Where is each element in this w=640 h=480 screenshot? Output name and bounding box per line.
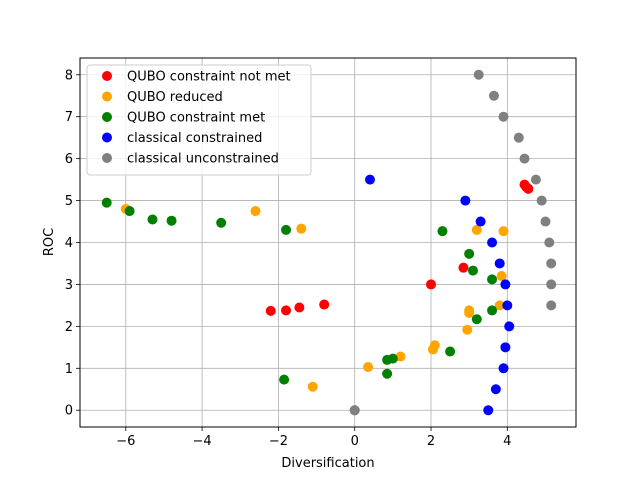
data-point xyxy=(519,153,530,164)
legend-marker xyxy=(102,71,112,81)
data-point xyxy=(487,274,498,285)
data-point xyxy=(471,224,482,235)
data-point xyxy=(460,195,471,206)
data-point xyxy=(494,300,505,311)
legend-marker xyxy=(102,91,112,102)
data-point xyxy=(281,305,292,316)
data-point xyxy=(498,111,509,122)
data-point xyxy=(490,384,501,395)
data-point xyxy=(458,262,469,273)
data-point xyxy=(265,305,276,316)
x-tick-label: −4 xyxy=(193,434,212,449)
legend-marker xyxy=(102,132,112,143)
data-point xyxy=(536,195,547,206)
data-point xyxy=(487,237,498,248)
data-point xyxy=(464,307,475,318)
data-point xyxy=(546,300,557,311)
data-point xyxy=(319,299,330,310)
legend-label: QUBO constraint met xyxy=(127,111,265,126)
legend-marker xyxy=(102,153,112,163)
legend: QUBO constraint not met QUBO reduced QUBO … xyxy=(86,64,312,176)
data-point xyxy=(382,354,393,365)
y-tick-label: 5 xyxy=(65,194,73,209)
data-point xyxy=(488,90,499,101)
y-axis-label: ROC xyxy=(42,228,57,256)
data-point xyxy=(467,265,478,276)
data-point xyxy=(546,258,557,269)
data-point xyxy=(382,368,393,379)
x-tick-label: −2 xyxy=(269,434,288,449)
data-point xyxy=(364,174,375,185)
data-point xyxy=(498,226,509,237)
y-tick-label: 8 xyxy=(65,68,73,83)
data-point xyxy=(101,197,112,208)
legend-label: QUBO constraint not met xyxy=(127,70,291,85)
data-point xyxy=(437,226,448,237)
data-point xyxy=(307,381,318,392)
data-points xyxy=(101,69,557,416)
legend-marker xyxy=(102,112,112,122)
y-tick-label: 3 xyxy=(65,278,73,293)
data-point xyxy=(496,271,507,282)
data-point xyxy=(166,215,177,226)
data-point xyxy=(471,314,482,325)
data-point xyxy=(250,206,261,217)
y-tick-label: 0 xyxy=(65,404,73,419)
legend-label: QUBO reduced xyxy=(127,90,223,105)
data-point xyxy=(363,362,374,373)
data-point xyxy=(530,174,541,185)
data-point xyxy=(395,351,406,362)
x-tick-label: 0 xyxy=(351,434,359,449)
y-tick-label: 6 xyxy=(65,152,73,167)
data-point xyxy=(473,69,484,80)
data-point xyxy=(216,217,227,228)
legend-label: classical unconstrained xyxy=(127,152,279,167)
data-point xyxy=(513,132,524,143)
x-tick-label: 2 xyxy=(427,434,435,449)
data-point xyxy=(279,374,290,385)
data-point xyxy=(523,183,534,194)
data-point xyxy=(483,405,494,416)
x-tick-label: 4 xyxy=(503,434,511,449)
x-axis-label: Diversification xyxy=(281,456,374,471)
data-point xyxy=(426,279,437,290)
x-tick-label: −6 xyxy=(116,434,135,449)
data-point xyxy=(494,258,505,269)
y-tick-label: 1 xyxy=(65,362,73,377)
y-tick-label: 4 xyxy=(65,236,73,251)
data-point xyxy=(500,342,511,353)
data-point xyxy=(462,324,473,335)
data-point xyxy=(147,214,158,225)
data-point xyxy=(124,206,135,217)
data-point xyxy=(502,300,513,311)
y-tick-label: 2 xyxy=(65,320,73,335)
data-point xyxy=(540,216,551,227)
data-point xyxy=(546,279,557,290)
data-point xyxy=(500,279,511,290)
data-point xyxy=(504,321,515,332)
data-point xyxy=(296,223,307,234)
data-point xyxy=(427,344,438,355)
data-point xyxy=(487,305,498,316)
axis-ticks: −6 −4 −2 0 2 4 0 1 2 3 4 5 6 7 8 xyxy=(65,68,512,449)
data-point xyxy=(544,237,555,248)
legend-label: classical constrained xyxy=(127,131,262,146)
data-point xyxy=(349,405,360,416)
data-point xyxy=(294,302,305,313)
data-point xyxy=(464,248,475,259)
data-point xyxy=(281,224,292,235)
y-tick-label: 7 xyxy=(65,110,73,125)
data-point xyxy=(498,363,509,374)
data-point xyxy=(475,216,486,227)
data-point xyxy=(445,346,456,357)
legend-box xyxy=(86,64,312,176)
